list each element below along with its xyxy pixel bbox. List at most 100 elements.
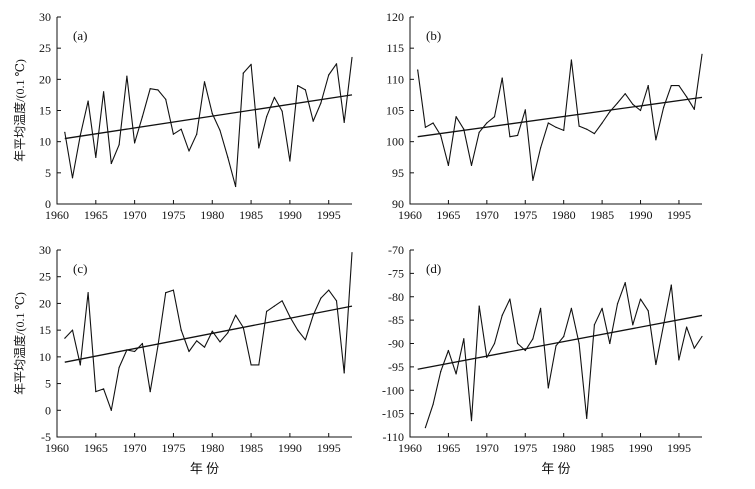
data-point (227, 156, 229, 158)
data-point (586, 417, 588, 419)
x-tick-label: 1960 (398, 208, 422, 222)
x-tick-label: 1965 (436, 208, 460, 222)
trend-line (64, 94, 353, 140)
data-point (242, 72, 244, 74)
y-tick-label: 110 (386, 72, 404, 86)
y-tick-label: 120 (386, 10, 404, 24)
data-point (273, 96, 275, 98)
data-point (95, 156, 97, 158)
data-point (219, 341, 221, 343)
x-tick-label: 1965 (84, 441, 108, 455)
data-point (196, 340, 198, 342)
data-point (478, 305, 480, 307)
chart-panel-1: 1960 1965 1970 1975 1980 1985 1990 1995 0 5 10 15 20… (12, 10, 353, 222)
data-point (647, 310, 649, 312)
data-point (693, 347, 695, 349)
y-axis-title: 年平均温度/(0.1 ℃) (12, 59, 27, 162)
x-axis-title: 年 份 (190, 461, 219, 476)
data-point (486, 356, 488, 359)
y-tick-label: -75 (388, 266, 404, 280)
data-point (486, 122, 488, 124)
panel-label: (c) (73, 261, 87, 276)
data-point (281, 110, 283, 112)
data-point (470, 164, 473, 166)
y-tick-label: 100 (386, 135, 404, 149)
data-point (312, 314, 314, 316)
data-point (570, 59, 573, 61)
data-point (563, 129, 565, 131)
data-point (639, 109, 642, 112)
chart-panel-4: 1960 1965 1970 1975 1980 1985 1990 1995 -110 -105… (382, 243, 703, 476)
y-tick-label: -5 (41, 430, 51, 444)
data-point (517, 342, 519, 345)
data-point (235, 185, 237, 188)
y-tick-label: 10 (39, 135, 51, 149)
y-tick-label: 15 (39, 104, 51, 118)
data-point (172, 289, 174, 291)
x-tick-label: 1995 (667, 441, 691, 455)
data-point (517, 134, 519, 136)
annual-temperature-line (64, 252, 353, 411)
data-point (351, 56, 353, 59)
data-point (328, 289, 330, 291)
data-point (335, 300, 338, 302)
data-point (609, 342, 611, 345)
data-point (447, 349, 449, 352)
data-point (87, 100, 89, 102)
data-point (180, 128, 182, 130)
x-tick-label: 1975 (513, 208, 537, 222)
data-point (524, 349, 526, 352)
data-point (632, 103, 634, 105)
annual-temperature-line (424, 282, 703, 428)
data-point (593, 133, 596, 135)
data-point (273, 305, 275, 307)
y-tick-label: 5 (45, 166, 51, 180)
data-point (196, 133, 198, 135)
data-point (103, 388, 105, 390)
data-point (157, 345, 159, 347)
data-point (235, 314, 237, 316)
data-point (141, 342, 143, 345)
data-point (440, 371, 442, 373)
x-tick-label: 1980 (552, 208, 576, 222)
x-tick-label: 1960 (45, 208, 69, 222)
y-tick-label: 0 (45, 403, 51, 417)
data-point (149, 88, 151, 90)
y-tick-label: 20 (39, 296, 51, 310)
axis-frame (409, 17, 702, 205)
data-point (134, 350, 136, 353)
data-point (555, 126, 557, 128)
data-point (312, 120, 314, 122)
data-point (655, 363, 657, 366)
y-tick-label: 0 (45, 197, 51, 211)
data-point (678, 359, 680, 361)
y-tick-label: -100 (382, 383, 404, 397)
data-point (540, 147, 542, 149)
data-point (540, 307, 542, 309)
data-point (670, 85, 672, 87)
data-point (110, 162, 112, 165)
data-point (258, 147, 260, 149)
data-point (110, 409, 112, 411)
y-tick-label: 115 (386, 41, 404, 55)
annual-temperature-line (417, 54, 703, 181)
x-tick-label: 1965 (84, 208, 108, 222)
data-point (686, 326, 688, 328)
data-point (219, 129, 221, 131)
data-point (570, 307, 573, 309)
data-point (289, 316, 291, 318)
data-point (632, 324, 634, 326)
data-point (601, 122, 603, 124)
data-point (624, 93, 626, 95)
data-point (639, 298, 642, 300)
data-point (670, 284, 672, 286)
data-point (455, 373, 457, 375)
x-tick-label: 1960 (45, 441, 69, 455)
data-point (87, 292, 89, 294)
data-point (172, 133, 174, 135)
data-point (64, 131, 66, 133)
panel-label: (a) (73, 28, 87, 43)
y-tick-label: 30 (39, 10, 51, 24)
x-tick-label: 1990 (629, 208, 653, 222)
data-point (71, 329, 74, 331)
